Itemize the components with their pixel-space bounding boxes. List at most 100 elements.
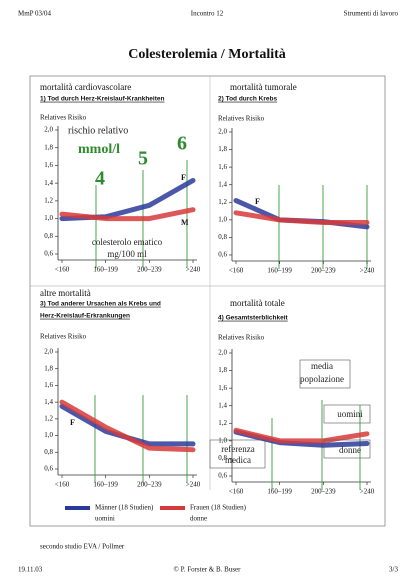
y-tick-label: 2,0 [44,126,53,134]
x-tick-label: >240 [360,488,375,496]
annotation: popolazione [300,374,344,384]
x-tick-label: 160–199 [267,488,292,496]
annotation: mmol/l [78,142,120,157]
y-tick-label: 1,4 [44,179,53,187]
annotation: colesterolo ematico [92,237,163,247]
y-tick-label: 1,8 [44,143,53,151]
y-tick-label: 1,4 [218,401,227,409]
x-tick-label: <160 [229,488,244,496]
y-tick-label: 1,6 [218,163,227,171]
annotation: referenza [221,444,254,454]
y-tick-label: 1,0 [44,214,53,222]
note: secondo studio EVA / Pollmer [40,543,125,551]
frame [29,75,386,527]
y-tick-label: 2,0 [218,128,227,136]
x-tick-label: 200–239 [311,488,336,496]
x-tick-label: <160 [55,481,70,489]
annotation: mg/100 ml [107,249,147,259]
footer-right: 3/3 [389,566,398,574]
y-tick-label: 1,0 [218,436,227,444]
x-tick-label: 160–199 [93,481,118,489]
x-tick-label: <160 [229,267,244,275]
y-tick-label: 1,4 [44,398,53,406]
y-tick-label: 2,0 [218,349,227,357]
page-title: Colesterolemia / Mortalità [128,47,286,62]
annotation: M [181,218,189,227]
y-tick-label: 2,0 [44,348,53,356]
y-tick-label: 1,4 [218,180,227,188]
annotation-box [209,439,266,469]
y-tick-label: 0,8 [44,448,53,456]
annotation: uomini [337,409,363,419]
y-tick-label: 1,8 [218,366,227,374]
chart-caption: mortalità totale [230,298,285,308]
y-tick-label: 0,6 [218,472,227,480]
x-tick-label: 200–239 [137,481,162,489]
annotation-box [299,359,351,389]
annotation: donne [339,445,361,455]
annotation-box [323,439,371,459]
x-tick-label: >240 [186,266,201,274]
y-tick-label: 1,6 [44,161,53,169]
chart-caption: mortalità tumorale [230,82,297,92]
y-tick-label: 0,6 [218,251,227,259]
x-tick-label: >240 [360,267,375,275]
y-tick-label: 1,0 [44,431,53,439]
annotation: F [181,173,186,182]
series-line [59,399,196,453]
y-tick-label: 1,2 [218,198,227,206]
annotation: 5 [138,148,148,170]
chart-title: 1) Tod durch Herz-Kreislauf-Krankheiten [40,96,165,103]
header-center: Incontro 12 [191,10,224,18]
y-tick-label: 1,2 [44,414,53,422]
legend-label: donne [190,515,207,523]
y-tick-label: 1,6 [44,381,53,389]
annotation-box [323,404,371,424]
y-tick-label: 0,8 [218,454,227,462]
chart-title: 3) Tod anderer Ursachen als Krebs und [40,301,161,308]
footer-left: 19.11.03 [18,566,43,574]
annotation: media [311,361,333,371]
annotation: F [255,197,260,206]
x-tick-label: 200–239 [311,267,336,275]
chart-caption: altre mortalità [40,288,91,298]
chart-caption: mortalità cardiovascolare [40,82,131,92]
y-tick-label: 1,8 [44,364,53,372]
x-tick-label: <160 [55,266,70,274]
y-tick-label: 1,0 [218,215,227,223]
x-tick-label: 160–199 [93,266,118,274]
y-tick-label: 0,8 [218,233,227,241]
x-tick-label: >240 [186,481,201,489]
series-line [233,427,370,444]
y-tick-label: 0,8 [44,232,53,240]
y-tick-label: 1,6 [218,384,227,392]
y-tick-label: 1,8 [218,145,227,153]
annotation: F [70,418,75,427]
header-right: Strumenti di lavoro [344,10,399,18]
legend-name: Männer (18 Studien) [95,504,154,512]
chart-title: 4) Gesamtsterblichkeit [218,315,289,322]
y-tick-label: 1,2 [218,419,227,427]
y-axis-label: Relatives Risiko [218,334,265,342]
annotation: 4 [95,168,105,190]
x-tick-label: 200–239 [137,266,162,274]
y-axis-label: Relatives Risiko [218,115,265,123]
chart-subtitle: Herz-Kreislauf-Erkrankungen [40,313,130,320]
chart-title: 2) Tod durch Krebs [218,96,277,103]
legend-label: uomini [95,515,115,523]
y-tick-label: 0,6 [44,250,53,258]
header-left: MmP 03/04 [18,10,51,18]
footer-center: © P. Forster & B. Buser [174,566,242,574]
x-tick-label: 160–199 [267,267,292,275]
annotation: rischio relativo [68,125,128,136]
legend-name: Frauen (18 Studien) [190,504,247,512]
annotation: medica [225,455,251,465]
series-line [59,207,196,222]
y-axis-label: Relatives Risiko [40,333,87,341]
series-line [233,210,370,225]
y-tick-label: 1,2 [44,196,53,204]
y-tick-label: 0,6 [44,465,53,473]
annotation: 6 [177,133,187,155]
